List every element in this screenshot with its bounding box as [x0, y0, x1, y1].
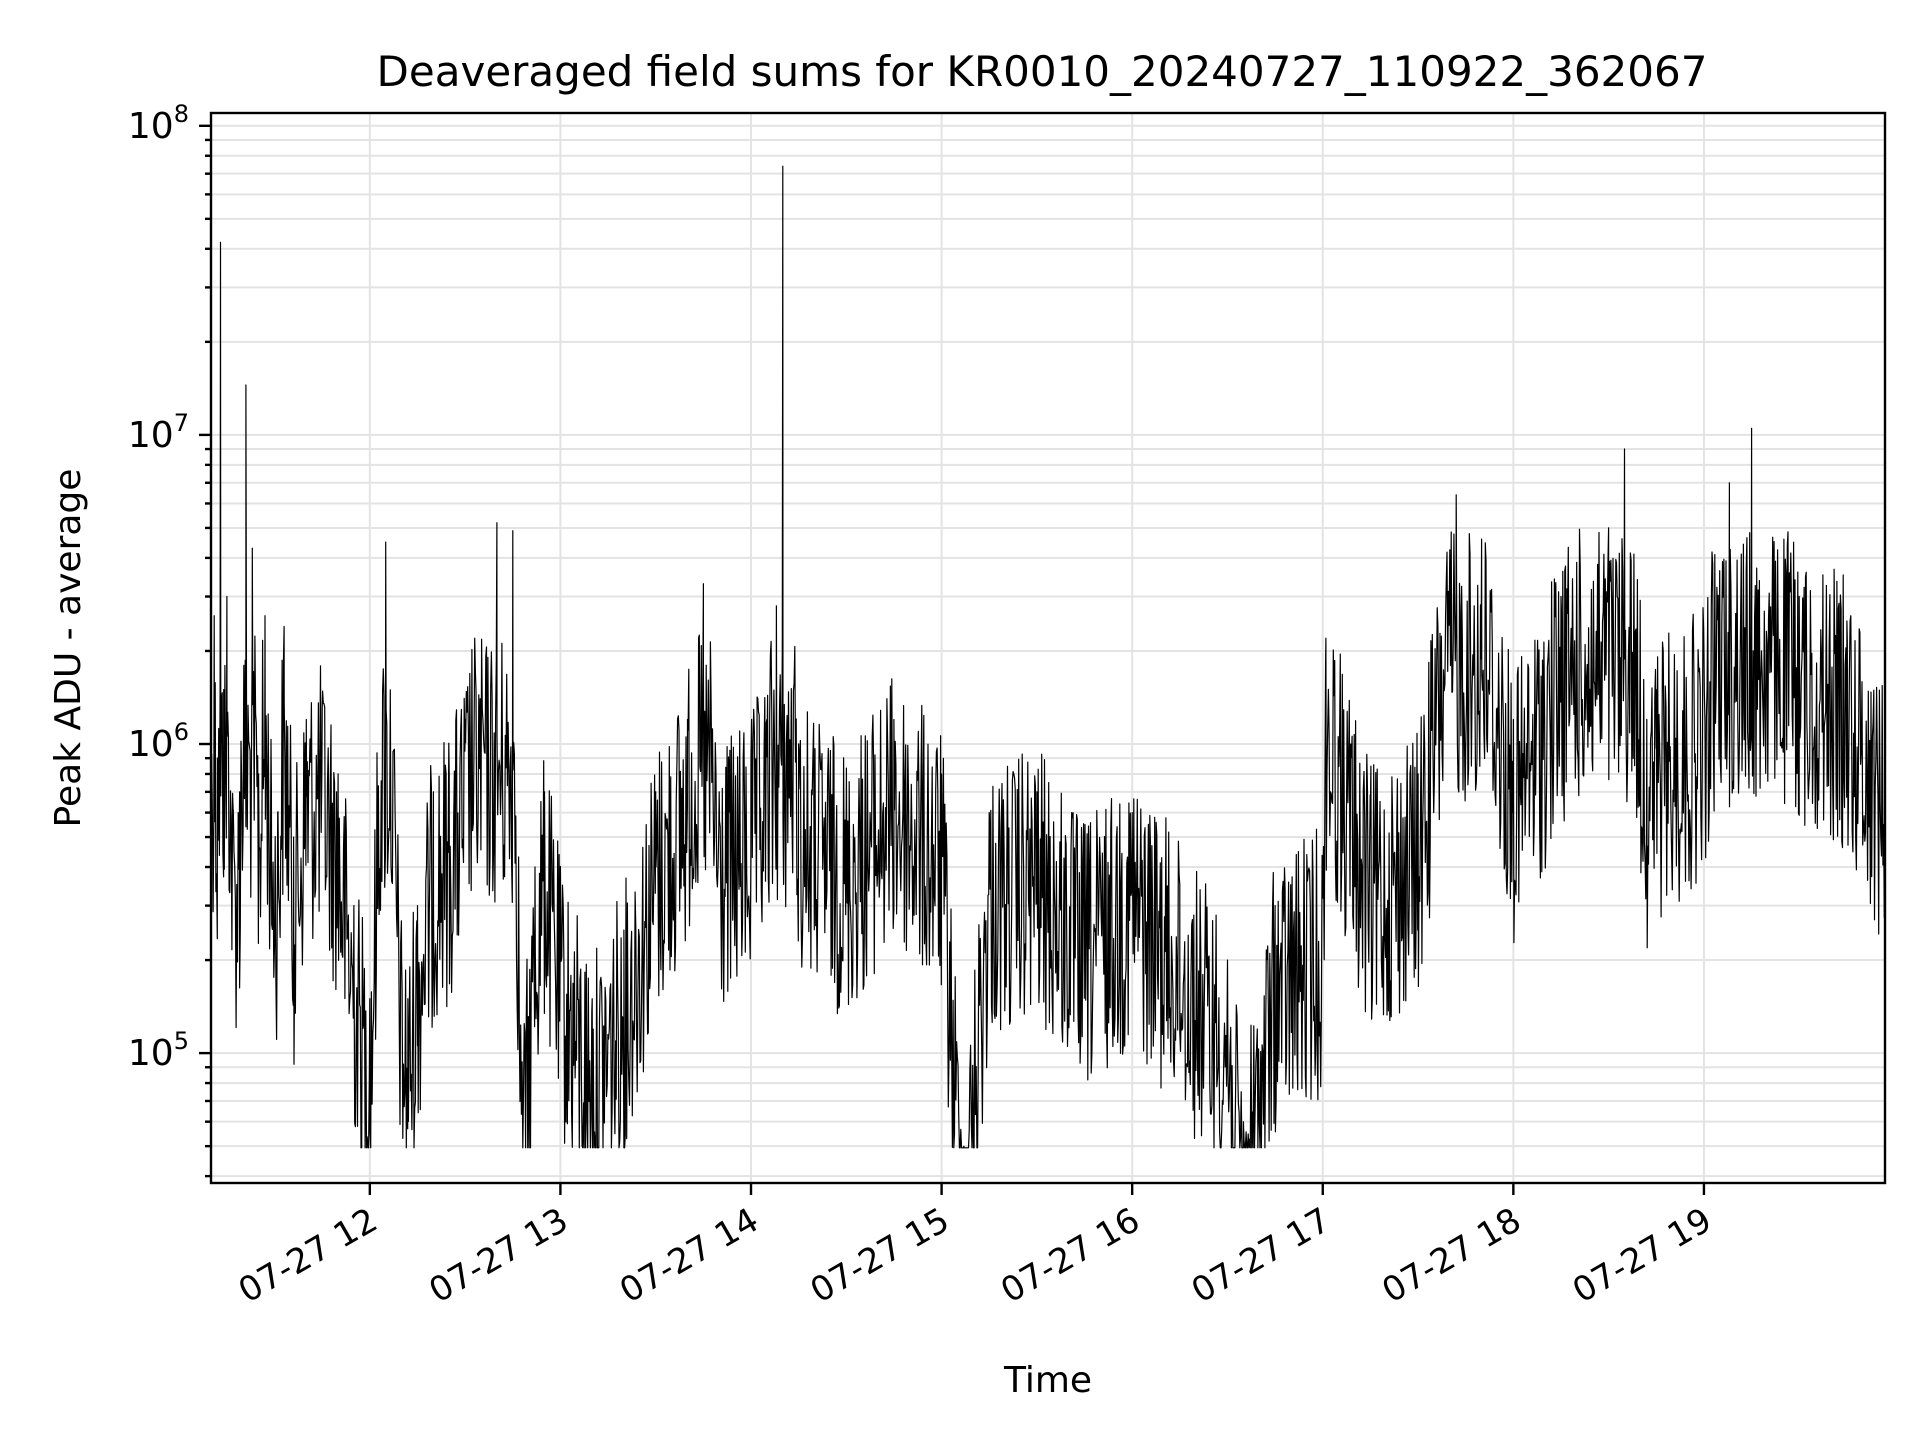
- y-tick-exponent: 7: [174, 409, 189, 437]
- series-line-0: [210, 165, 1886, 1149]
- x-tick-label: 07-27 16: [994, 1200, 1146, 1311]
- y-tick-base: 10: [128, 724, 174, 765]
- y-tick-base: 10: [128, 106, 174, 147]
- x-tick-label: 07-27 15: [804, 1200, 956, 1311]
- y-tick-base: 10: [128, 1033, 174, 1074]
- x-axis: 07-27 12 07-27 13 07-27 14 07-27 15 07-27 16…: [232, 1183, 1718, 1311]
- x-tick-label: 07-27 12: [232, 1200, 384, 1311]
- y-tick-exponent: 6: [174, 718, 189, 746]
- x-tick-label: 07-27 19: [1566, 1200, 1718, 1311]
- plot-frame: [209, 111, 1887, 1185]
- chart-title: Deaveraged field sums for KR0010_2024072…: [377, 47, 1708, 96]
- x-tick-label: 07-27 14: [613, 1200, 765, 1311]
- x-axis-label: Time: [1003, 1360, 1092, 1401]
- y-tick-label: 107: [128, 409, 189, 456]
- x-tick-label: 07-27 18: [1375, 1200, 1527, 1311]
- y-axis-label: Peak ADU - average: [48, 469, 89, 828]
- x-tick-label: 07-27 13: [423, 1200, 575, 1311]
- y-tick-base: 10: [128, 415, 174, 456]
- y-tick-label: 106: [128, 718, 189, 765]
- y-tick-label: 108: [128, 100, 189, 147]
- x-tick-label: 07-27 17: [1185, 1200, 1337, 1311]
- series-group: [210, 165, 1886, 1149]
- y-tick-exponent: 8: [174, 100, 189, 128]
- y-tick-label: 105: [128, 1027, 189, 1074]
- y-tick-exponent: 5: [174, 1027, 189, 1055]
